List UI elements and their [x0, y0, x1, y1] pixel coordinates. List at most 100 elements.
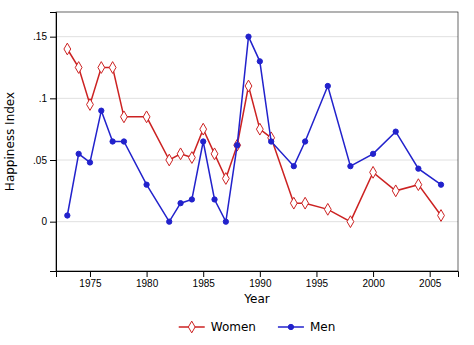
grid-line	[56, 160, 458, 161]
tick-mark	[50, 222, 56, 223]
grid-line	[56, 36, 458, 37]
y-axis: 0 .05 .1 .15	[33, 13, 56, 272]
point	[109, 62, 116, 74]
chart: 1975 1980 1985 1990 1995 2000 2005 0 .05 .1 .15 Yea…	[0, 0, 474, 345]
tick-label: .15	[33, 31, 47, 42]
point	[110, 139, 115, 144]
legend-item: Women	[179, 320, 256, 334]
point	[121, 139, 126, 144]
point	[200, 123, 207, 135]
point	[76, 151, 81, 156]
axis-line	[57, 272, 459, 278]
point	[392, 185, 399, 197]
tick: .15	[33, 31, 56, 42]
series-group	[64, 34, 444, 228]
x-axis-title: Year	[243, 292, 269, 306]
tick-mark	[50, 160, 56, 161]
tick: 1995	[306, 271, 329, 289]
legend-marker	[288, 324, 293, 329]
tick-mark	[90, 271, 91, 277]
point	[302, 197, 309, 209]
point	[87, 160, 92, 165]
point	[188, 152, 195, 164]
tick: .1	[39, 93, 56, 104]
grid-line	[56, 221, 458, 222]
tick-label: 1980	[136, 278, 159, 289]
point	[416, 166, 421, 171]
point	[65, 213, 70, 218]
tick: 1985	[193, 271, 216, 289]
grid-line	[56, 98, 458, 99]
point	[87, 99, 94, 111]
point	[438, 210, 445, 222]
x-axis: 1975 1980 1985 1990 1995 2000 2005	[57, 271, 459, 289]
point	[324, 203, 331, 215]
point	[415, 179, 422, 191]
point	[177, 148, 184, 160]
tick-mark	[50, 37, 56, 38]
point	[245, 80, 252, 92]
point	[121, 111, 128, 123]
point	[370, 151, 375, 156]
line	[67, 37, 441, 222]
point	[291, 164, 296, 169]
point	[393, 129, 398, 134]
tick-label: 0	[41, 216, 47, 227]
point	[178, 201, 183, 206]
series	[65, 34, 444, 224]
line	[67, 49, 441, 222]
tick-label: .1	[39, 93, 48, 104]
legend-label: Women	[211, 320, 256, 334]
point	[269, 139, 274, 144]
point	[257, 59, 262, 64]
legend-marker	[188, 321, 195, 333]
point	[348, 164, 353, 169]
point	[166, 154, 173, 166]
tick-label: 1990	[249, 278, 272, 289]
point	[235, 143, 240, 148]
legend-item: Men	[278, 320, 335, 334]
tick-mark	[373, 271, 374, 277]
point	[99, 108, 104, 113]
legend: Women Men	[179, 320, 336, 334]
point	[246, 34, 251, 39]
point	[143, 111, 150, 123]
point	[302, 139, 307, 144]
series	[64, 43, 444, 227]
point	[290, 197, 297, 209]
tick-mark	[203, 271, 204, 277]
tick-mark	[260, 271, 261, 277]
tick: 0	[41, 216, 56, 227]
point	[222, 173, 229, 185]
point	[256, 123, 263, 135]
tick-mark	[430, 271, 431, 277]
point	[370, 166, 377, 178]
tick: .05	[33, 155, 56, 166]
point	[144, 182, 149, 187]
point	[438, 182, 443, 187]
plot-frame	[56, 12, 458, 271]
point	[212, 197, 217, 202]
tick: 2000	[362, 271, 385, 289]
point	[189, 197, 194, 202]
plot-area: 1975 1980 1985 1990 1995 2000 2005 0 .05 .1 .15 Yea…	[3, 12, 459, 306]
axis-line	[50, 13, 57, 272]
tick-label: .05	[33, 155, 47, 166]
tick-label: 2000	[362, 278, 385, 289]
tick-mark	[147, 271, 148, 277]
tick-mark	[316, 271, 317, 277]
tick: 2005	[419, 271, 442, 289]
legend-label: Men	[310, 320, 335, 334]
grid	[56, 37, 458, 222]
point	[223, 219, 228, 224]
tick-label: 1975	[79, 278, 102, 289]
tick-label: 1985	[193, 278, 216, 289]
point	[211, 148, 218, 160]
tick-label: 2005	[419, 278, 442, 289]
point	[347, 216, 354, 228]
point	[64, 43, 71, 55]
point	[201, 139, 206, 144]
tick: 1980	[136, 271, 159, 289]
point	[75, 62, 82, 74]
y-axis-title: Happiness Index	[3, 92, 17, 191]
